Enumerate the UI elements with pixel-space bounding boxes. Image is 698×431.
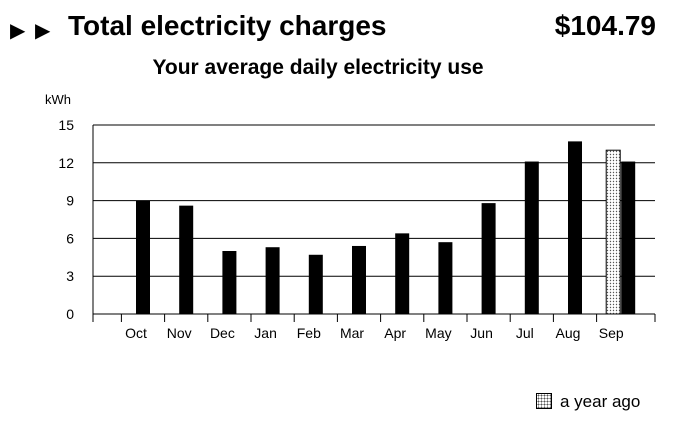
bar-current [524, 161, 539, 314]
x-tick-label: Jun [470, 325, 493, 341]
x-tick-label: Jul [516, 325, 534, 341]
x-tick-label: Dec [210, 325, 235, 341]
bar-current [352, 245, 366, 314]
x-tick-label: Apr [384, 325, 406, 341]
y-tick-label: 12 [58, 155, 74, 171]
legend-swatch-year-ago [536, 393, 552, 409]
charges-title: Total electricity charges [68, 10, 387, 41]
x-tick-label: Feb [297, 325, 321, 341]
bar-current [568, 141, 582, 314]
bar-current [179, 205, 194, 314]
x-tick-label: May [425, 325, 451, 341]
x-tick-label: Nov [167, 325, 192, 341]
bar-current [621, 161, 636, 314]
y-tick-label: 6 [66, 230, 74, 246]
bar-current [222, 251, 237, 314]
legend-label-year-ago: a year ago [560, 392, 641, 411]
bar-current [265, 247, 280, 314]
bar-current [438, 242, 453, 314]
double-arrow-icon: ▶ ▶ [10, 20, 53, 42]
x-tick-label: Aug [556, 325, 581, 341]
bar-current [136, 200, 150, 314]
chart-title: Your average daily electricity use [152, 56, 484, 79]
chart-legend: a year ago [536, 392, 640, 412]
header: ▶ ▶ Total electricity charges $104.79 [10, 8, 656, 48]
bar-year-ago [605, 149, 621, 315]
y-tick-label: 9 [66, 193, 74, 209]
x-tick-label: Mar [340, 325, 364, 341]
x-tick-label: Jan [254, 325, 277, 341]
y-tick-label: 0 [66, 306, 74, 322]
y-tick-label: 15 [58, 117, 74, 133]
bar-current [395, 233, 410, 314]
bar-current [481, 203, 496, 314]
x-tick-label: Sep [599, 325, 624, 341]
charges-amount: $104.79 [554, 10, 656, 41]
bar-current [308, 254, 323, 314]
x-tick-label: Oct [125, 325, 147, 341]
y-tick-label: 3 [66, 268, 74, 284]
y-axis-unit-label: kWh [45, 92, 71, 107]
